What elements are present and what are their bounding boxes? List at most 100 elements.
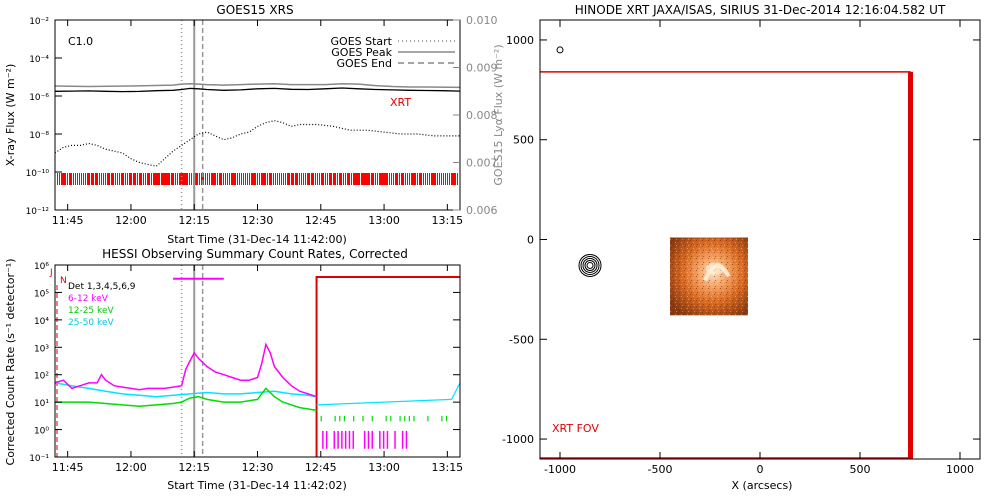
goes-coverage-bar <box>261 173 263 185</box>
goes-lya-line <box>54 82 461 89</box>
goes-coverage-bar <box>347 173 349 185</box>
goes-coverage-bar <box>285 173 286 185</box>
goes-coverage-bar <box>411 173 413 185</box>
xrt-panel: HINODE XRT JAXA/ISAS, SIRIUS 31-Dec-2014… <box>502 3 981 492</box>
goes-coverage-bar <box>311 173 313 185</box>
hessi-title: HESSI Observing Summary Count Rates, Cor… <box>102 247 408 261</box>
goes-coverage-bar <box>395 173 397 185</box>
hessi-25-50-line <box>54 382 317 398</box>
goes-y2-tick-label: 0.007 <box>466 157 498 170</box>
goes-legend-end: GOES End <box>336 57 392 70</box>
goes-coverage-bar <box>413 173 415 185</box>
goes-coverage-bar <box>75 173 76 185</box>
goes-coverage-bar <box>137 173 138 185</box>
goes-coverage-bar <box>247 173 248 185</box>
xrt-fov-label: XRT FOV <box>552 422 599 435</box>
goes-coverage-bar <box>341 173 342 185</box>
goes-coverage-bar <box>393 173 394 185</box>
goes-coverage-bar <box>303 173 304 185</box>
goes-coverage-bar <box>107 173 109 185</box>
goes-coverage-bar <box>403 173 404 185</box>
goes-coverage-bar <box>271 173 272 185</box>
goes-coverage-bar <box>333 173 335 185</box>
goes-coverage-bar <box>359 173 360 185</box>
goes-coverage-bar <box>289 173 290 185</box>
goes-class-label: C1.0 <box>68 35 93 48</box>
hessi-x-tick-label: 11:45 <box>52 461 84 474</box>
goes-coverage-bar <box>305 173 306 185</box>
goes-panel: GOES15 XRS 11:45 12:00 12:15 12:30 12:45 13:0… <box>4 3 505 246</box>
xrt-contour <box>580 255 600 275</box>
goes-coverage-bar <box>423 173 424 185</box>
goes-coverage-bar <box>225 173 226 185</box>
goes-y-tick-label: 10⁻¹⁰ <box>26 169 50 179</box>
goes-coverage-bar <box>111 173 113 185</box>
goes-coverage-bar <box>323 173 324 185</box>
goes-xrt-label: XRT <box>390 96 411 109</box>
goes-coverage-bar <box>435 173 436 185</box>
goes-coverage-bar <box>119 173 120 185</box>
goes-coverage-bar <box>251 173 253 185</box>
goes-coverage-bar <box>195 173 197 185</box>
goes-coverage-bar <box>157 173 159 185</box>
goes-coverage-bar <box>191 173 192 185</box>
goes-coverage-bar <box>365 173 367 185</box>
goes-coverage-bar <box>273 173 274 185</box>
goes-coverage-bar <box>61 173 63 185</box>
goes-coverage-bar <box>69 173 71 185</box>
goes-coverage-bar <box>167 173 169 185</box>
goes-coverage-bar <box>93 173 94 185</box>
goes-coverage-bar <box>291 173 293 185</box>
goes-coverage-bar <box>269 173 271 185</box>
goes-coverage-bar <box>229 173 230 185</box>
goes-coverage-bar <box>209 173 210 185</box>
goes-coverage-bar <box>221 173 222 185</box>
goes-coverage-bar <box>445 173 446 185</box>
goes-coverage-bar <box>367 173 369 185</box>
goes-x-tick-label: 13:00 <box>368 214 400 227</box>
goes-coverage-bar <box>417 173 418 185</box>
goes-coverage-bar <box>177 173 178 185</box>
goes-coverage-bar <box>131 173 132 185</box>
hessi-y-axis-title: Corrected Count Rate (s⁻¹ detector⁻¹) <box>4 259 17 466</box>
goes-coverage-bar <box>163 173 165 185</box>
goes-coverage-bar <box>211 173 213 185</box>
goes-coverage-bar <box>187 173 188 185</box>
goes-coverage-bar <box>141 173 142 185</box>
goes-coverage-bar <box>267 173 268 185</box>
goes-y-tick-label: 10⁻⁶ <box>29 93 49 103</box>
goes-coverage-bar <box>327 173 328 185</box>
goes-coverage-bar <box>377 173 378 185</box>
goes-coverage-bar <box>181 173 183 185</box>
goes-coverage-bar <box>415 173 416 185</box>
goes-coverage-bar <box>81 173 82 185</box>
goes-coverage-bar <box>253 173 255 185</box>
goes-coverage-bar <box>331 173 332 185</box>
goes-coverage-bar <box>179 173 181 185</box>
goes-x-tick-label: 12:15 <box>178 214 210 227</box>
goes-coverage-bar <box>219 173 221 185</box>
goes-coverage-bar <box>335 173 336 185</box>
goes-coverage-bar <box>99 173 100 185</box>
goes-x-tick-label: 12:30 <box>242 214 274 227</box>
hessi-6-12-line <box>54 342 317 398</box>
goes-coverage-bar <box>275 173 276 185</box>
goes-coverage-bar <box>279 173 280 185</box>
xrt-title: HINODE XRT JAXA/ISAS, SIRIUS 31-Dec-2014… <box>575 3 946 17</box>
goes-coverage-bar <box>123 173 124 185</box>
goes-coverage-bar <box>115 173 116 185</box>
goes-coverage-bar <box>89 173 90 185</box>
goes-coverage-bar <box>241 173 242 185</box>
goes-coverage-bar <box>59 173 60 185</box>
goes-coverage-bar <box>165 173 167 185</box>
goes-coverage-bar <box>185 173 187 185</box>
goes-coverage-bar <box>325 173 326 185</box>
hessi-y-tick-label: 10⁰ <box>34 427 49 437</box>
goes-x-tick-label: 13:15 <box>431 214 463 227</box>
goes-y2-tick-label: 0.009 <box>466 62 498 75</box>
goes-coverage-bar <box>297 173 298 185</box>
goes-coverage-bar <box>201 173 203 185</box>
goes-coverage-bar <box>183 173 185 185</box>
hessi-y-tick-label: 10² <box>34 372 49 382</box>
